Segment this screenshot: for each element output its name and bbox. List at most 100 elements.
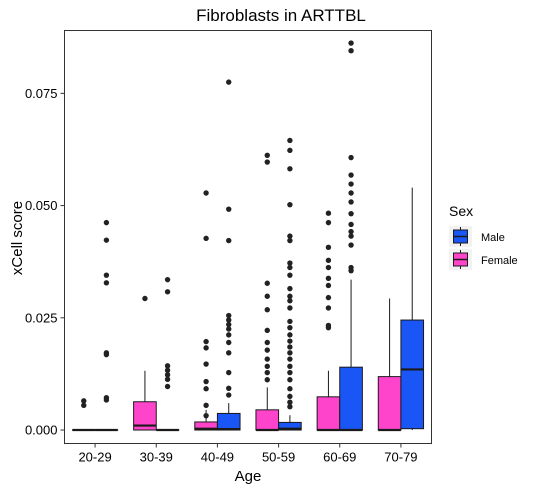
- x-tick-label: 60-69: [323, 450, 356, 465]
- box-iqr: [339, 366, 363, 431]
- outlier-point: [287, 393, 293, 400]
- outlier-point: [264, 347, 270, 353]
- outlier-point: [287, 344, 293, 350]
- box-female-20-29: [71, 398, 96, 432]
- outlier-point: [348, 199, 354, 205]
- outlier-point: [103, 280, 110, 286]
- outlier-point: [287, 318, 293, 325]
- outlier-point: [164, 383, 171, 390]
- box-female-70-79: [377, 298, 402, 432]
- outlier-point: [164, 363, 171, 369]
- outlier-point: [81, 402, 87, 409]
- box-female-30-39: [133, 295, 157, 431]
- outlier-point: [287, 264, 293, 271]
- outlier-point: [203, 412, 209, 419]
- box-iqr: [316, 396, 341, 431]
- outlier-point: [103, 219, 110, 226]
- outlier-point: [287, 377, 293, 383]
- outlier-point: [226, 237, 232, 244]
- outlier-point: [264, 377, 270, 383]
- outlier-point: [287, 272, 293, 278]
- outlier-point: [264, 152, 270, 158]
- outlier-point: [348, 228, 354, 235]
- outlier-point: [325, 324, 332, 331]
- outlier-point: [348, 190, 354, 196]
- outlier-point: [325, 257, 332, 264]
- outlier-point: [203, 402, 209, 409]
- outlier-point: [325, 282, 332, 289]
- outlier-point: [203, 235, 209, 242]
- outlier-point: [287, 293, 293, 299]
- y-tick-label: 0.000: [25, 423, 58, 438]
- outlier-point: [164, 367, 171, 374]
- outlier-point: [287, 166, 293, 172]
- outlier-point: [226, 79, 232, 85]
- outlier-point: [264, 369, 270, 376]
- outlier-point: [325, 305, 332, 311]
- outlier-point: [348, 172, 354, 178]
- box-male-20-29: [94, 219, 119, 432]
- outlier-point: [287, 285, 293, 292]
- outlier-point: [164, 276, 171, 283]
- outlier-point: [325, 275, 332, 281]
- y-tick-label: 0.025: [25, 310, 58, 325]
- outlier-point: [287, 399, 293, 405]
- box-male-70-79: [400, 187, 425, 431]
- outlier-point: [325, 294, 332, 301]
- outlier-point: [264, 363, 270, 369]
- plot-panel: [64, 30, 432, 444]
- outlier-point: [103, 397, 110, 403]
- box-iqr: [216, 412, 241, 431]
- outlier-point: [287, 260, 293, 266]
- outlier-point: [203, 386, 209, 392]
- outlier-point: [287, 363, 293, 369]
- outlier-point: [325, 210, 332, 216]
- outlier-point: [226, 332, 232, 338]
- x-axis: 20-29 30-39 40-49 50-59 60-69 70-79: [78, 443, 418, 465]
- box-male-50-59: [278, 137, 302, 431]
- outlier-point: [287, 369, 293, 376]
- box-iqr: [377, 376, 402, 431]
- outlier-point: [264, 307, 270, 313]
- box-male-30-39: [155, 276, 180, 432]
- outlier-point: [164, 372, 171, 378]
- outlier-point: [203, 345, 209, 351]
- box-female-60-69: [316, 210, 341, 432]
- box-female-40-49: [194, 190, 218, 431]
- y-tick-label: 0.050: [25, 198, 58, 213]
- x-tick-label: 50-59: [262, 450, 295, 465]
- outlier-point: [226, 206, 232, 212]
- box-iqr: [278, 421, 302, 431]
- outlier-point: [203, 378, 209, 385]
- outlier-point: [103, 272, 110, 278]
- outlier-point: [81, 398, 87, 404]
- outlier-point: [287, 233, 293, 239]
- outlier-point: [287, 201, 293, 208]
- outlier-point: [264, 356, 270, 362]
- outlier-point: [348, 210, 354, 217]
- outlier-point: [226, 321, 232, 328]
- legend-title: Sex: [449, 203, 473, 219]
- outlier-point: [325, 244, 332, 251]
- outlier-point: [226, 350, 232, 356]
- outlier-point: [226, 369, 232, 376]
- y-axis: 0.000 0.025 0.050 0.075: [25, 86, 65, 438]
- outlier-point: [287, 332, 293, 338]
- box-iqr: [133, 401, 157, 431]
- outlier-point: [287, 324, 293, 331]
- outlier-point: [348, 48, 354, 54]
- outlier-point: [226, 317, 232, 323]
- outlier-point: [287, 298, 293, 304]
- outlier-point: [264, 327, 270, 334]
- outlier-point: [103, 351, 110, 358]
- x-axis-title: Age: [235, 468, 262, 485]
- outlier-point: [348, 154, 354, 161]
- outlier-point: [287, 147, 293, 154]
- outlier-point: [348, 242, 354, 248]
- outlier-point: [164, 289, 171, 295]
- x-tick-label: 20-29: [78, 450, 111, 465]
- legend-label-female: Female: [481, 255, 518, 267]
- x-tick-label: 70-79: [384, 450, 417, 465]
- outlier-point: [287, 403, 293, 410]
